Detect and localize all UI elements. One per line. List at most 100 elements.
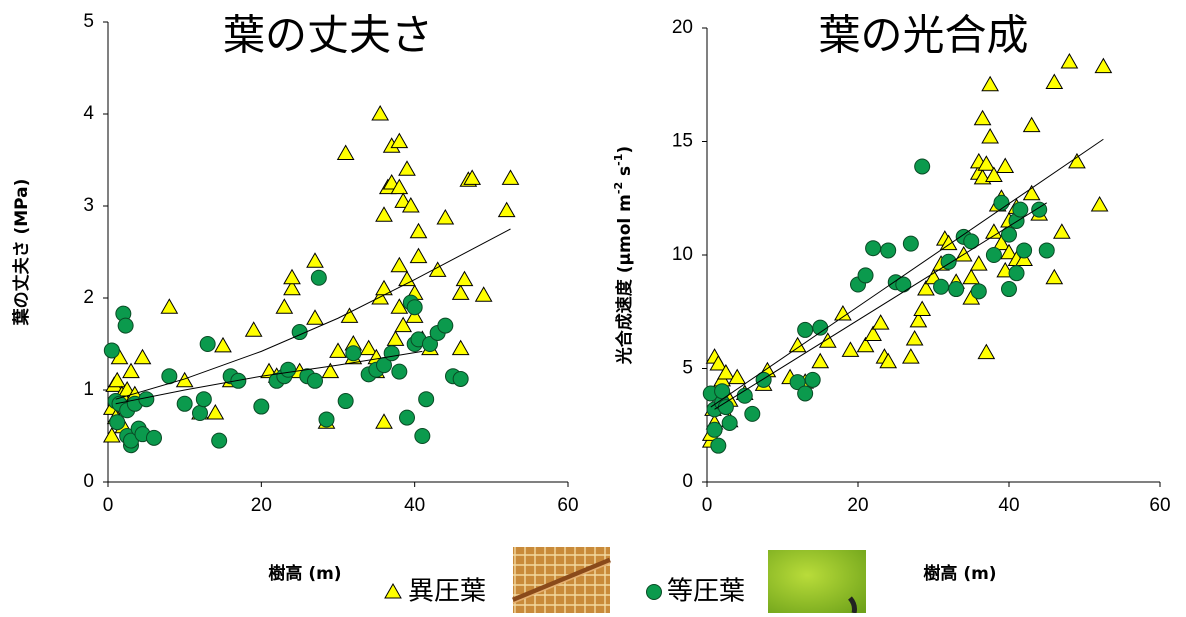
x-tick-label: 20 bbox=[847, 495, 868, 516]
circle-marker bbox=[110, 415, 125, 430]
triangle-marker bbox=[307, 310, 323, 324]
triangle-marker bbox=[109, 373, 125, 387]
triangle-marker bbox=[177, 373, 193, 387]
circle-marker bbox=[177, 396, 192, 411]
triangle-marker bbox=[391, 258, 407, 272]
y-tick-label: 0 bbox=[682, 471, 693, 492]
circle-marker bbox=[346, 346, 361, 361]
y-axis-label: 葉の丈夫さ (MPa) bbox=[11, 179, 32, 327]
triangle-marker bbox=[975, 111, 991, 125]
circle-marker bbox=[254, 399, 269, 414]
triangle-marker bbox=[388, 331, 404, 345]
triangle-marker bbox=[907, 331, 923, 345]
leaf-image-2 bbox=[768, 550, 866, 613]
circle-marker bbox=[212, 433, 227, 448]
circle-marker bbox=[915, 159, 930, 174]
circle-marker bbox=[118, 318, 133, 333]
triangle-marker bbox=[385, 584, 401, 598]
circle-marker bbox=[407, 300, 422, 315]
triangle-marker bbox=[499, 203, 515, 217]
circle-marker bbox=[419, 392, 434, 407]
circle-marker bbox=[281, 362, 296, 377]
y-axis-label-part: s bbox=[615, 166, 635, 182]
triangle-marker bbox=[376, 414, 392, 428]
circle-marker bbox=[934, 279, 949, 294]
figure: 0123450204060葉の丈夫さ樹高 (m)葉の丈夫さ (MPa)05101… bbox=[0, 0, 1186, 613]
x-tick-label: 60 bbox=[1149, 495, 1170, 516]
chart-title: 葉の丈夫さ bbox=[223, 11, 433, 60]
circle-marker bbox=[1002, 282, 1017, 297]
circle-marker bbox=[200, 337, 215, 352]
triangle-marker bbox=[276, 299, 292, 313]
y-tick-label: 0 bbox=[83, 471, 94, 492]
triangle-marker bbox=[246, 322, 262, 336]
y-tick-label: 20 bbox=[672, 17, 693, 38]
triangle-marker bbox=[411, 249, 427, 263]
triangle-marker bbox=[372, 106, 388, 120]
triangle-marker bbox=[971, 256, 987, 270]
y-tick-label: 15 bbox=[672, 131, 693, 152]
trend-line bbox=[711, 139, 1104, 407]
circle-marker bbox=[308, 373, 323, 388]
circle-marker bbox=[1013, 202, 1028, 217]
y-tick-label: 1 bbox=[83, 379, 94, 400]
y-tick-label: 5 bbox=[682, 358, 693, 379]
x-tick-label: 40 bbox=[404, 495, 425, 516]
triangle-marker bbox=[903, 349, 919, 363]
triangle-marker bbox=[123, 364, 139, 378]
triangle-marker bbox=[982, 129, 998, 143]
y-tick-label: 5 bbox=[83, 11, 94, 32]
x-tick-label: 0 bbox=[103, 495, 114, 516]
triangle-marker bbox=[812, 354, 828, 368]
legend-label: 等圧葉 bbox=[667, 577, 745, 607]
circle-marker bbox=[722, 415, 737, 430]
y-axis-label-part: ) bbox=[615, 146, 635, 154]
triangle-marker bbox=[914, 301, 930, 315]
triangle-marker bbox=[1046, 74, 1062, 88]
circle-marker bbox=[384, 346, 399, 361]
circle-marker bbox=[193, 406, 208, 421]
triangle-marker bbox=[135, 350, 151, 364]
y-tick-label: 10 bbox=[672, 244, 693, 265]
circle-marker bbox=[400, 410, 415, 425]
circle-marker bbox=[986, 248, 1001, 263]
circle-marker bbox=[971, 284, 986, 299]
triangle-marker bbox=[330, 343, 346, 357]
chart-title: 葉の光合成 bbox=[818, 11, 1028, 60]
x-tick-label: 40 bbox=[998, 495, 1019, 516]
circle-marker bbox=[311, 270, 326, 285]
triangle-marker bbox=[376, 207, 392, 221]
circle-marker bbox=[881, 243, 896, 258]
triangle-marker bbox=[963, 270, 979, 284]
triangle-marker bbox=[161, 299, 177, 313]
circle-marker bbox=[415, 429, 430, 444]
triangle-marker bbox=[284, 270, 300, 284]
circle-marker bbox=[711, 438, 726, 453]
y-axis-label: 光合成速度 (μmol m-2 s-1) bbox=[612, 146, 636, 365]
triangle-marker bbox=[873, 315, 889, 329]
circle-marker bbox=[104, 343, 119, 358]
triangle-marker bbox=[1054, 224, 1070, 238]
triangle-marker bbox=[1095, 59, 1111, 73]
y-tick-label: 4 bbox=[83, 103, 94, 124]
x-axis-label: 樹高 (m) bbox=[268, 563, 341, 584]
triangle-marker bbox=[978, 345, 994, 359]
circle-marker bbox=[745, 406, 760, 421]
y-axis-label-part: 光合成速度 (μmol m bbox=[614, 194, 635, 365]
triangle-marker bbox=[982, 77, 998, 91]
triangle-marker bbox=[997, 158, 1013, 172]
circle-marker bbox=[858, 268, 873, 283]
circle-marker bbox=[866, 241, 881, 256]
circle-marker bbox=[453, 371, 468, 386]
legend-label: 異圧葉 bbox=[408, 577, 486, 607]
triangle-marker bbox=[1046, 270, 1062, 284]
circle-marker bbox=[1039, 243, 1054, 258]
circle-marker bbox=[147, 430, 162, 445]
triangle-marker bbox=[207, 405, 223, 419]
triangle-marker bbox=[453, 341, 469, 355]
triangle-marker bbox=[453, 285, 469, 299]
circle-marker bbox=[903, 236, 918, 251]
circle-marker bbox=[805, 372, 820, 387]
circle-marker bbox=[994, 195, 1009, 210]
leaf-image-1 bbox=[513, 547, 610, 613]
